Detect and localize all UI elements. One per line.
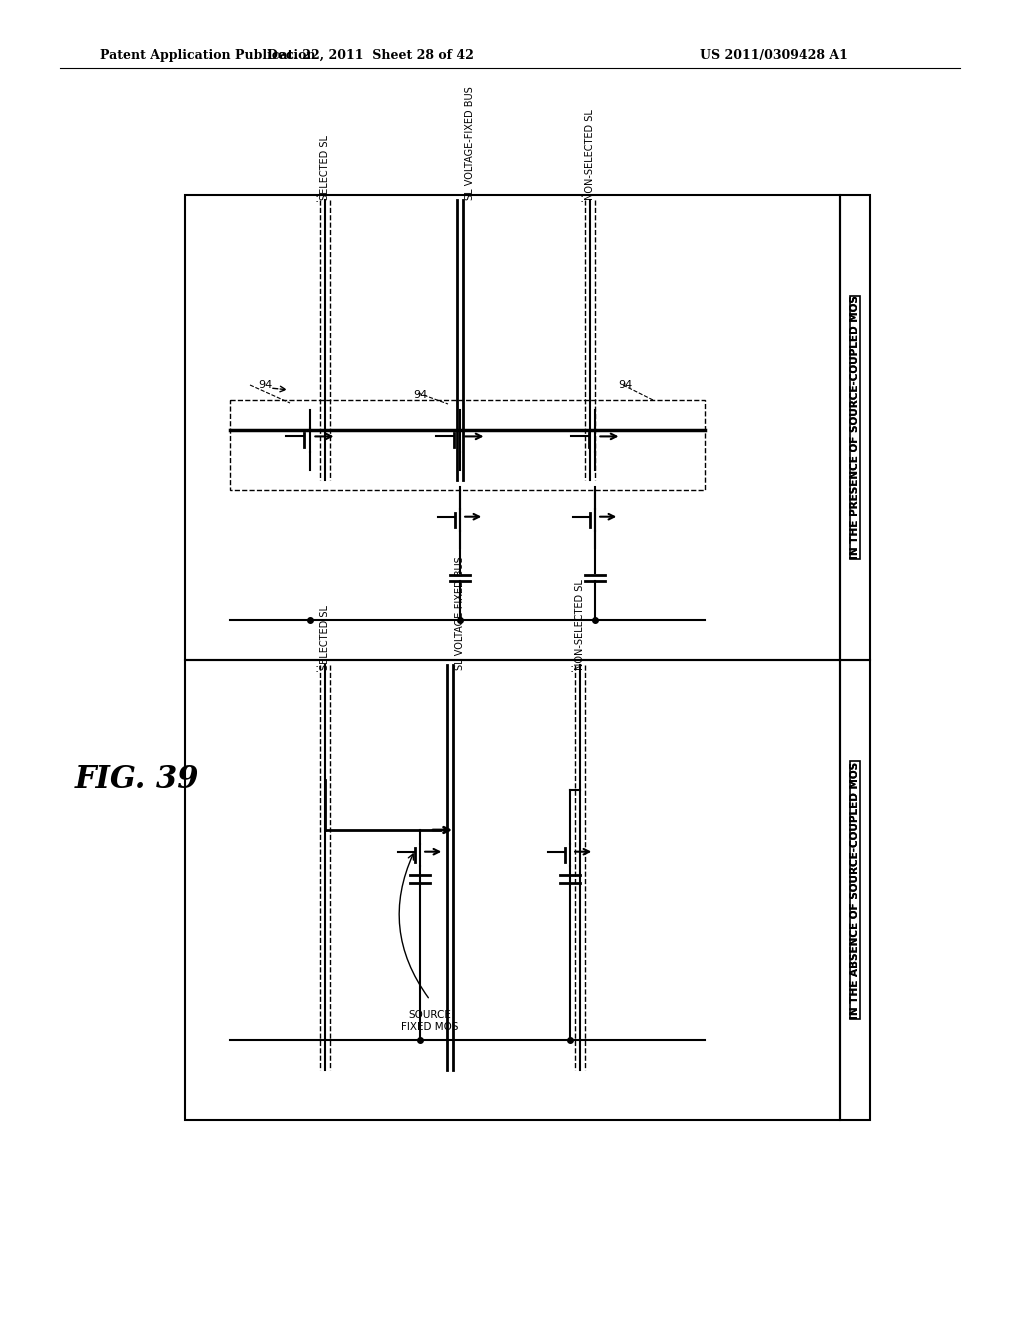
Text: 94: 94 [617, 380, 632, 389]
Text: :: : [580, 191, 584, 205]
Text: IN THE PRESENCE OF SOURCE-COUPLED MOS: IN THE PRESENCE OF SOURCE-COUPLED MOS [850, 296, 860, 560]
Text: :: : [314, 663, 319, 675]
Text: :: : [314, 191, 319, 205]
Text: Patent Application Publication: Patent Application Publication [100, 49, 315, 62]
Text: NON-SELECTED SL: NON-SELECTED SL [585, 110, 595, 201]
Text: IN THE ABSENCE OF SOURCE-COUPLED MOS: IN THE ABSENCE OF SOURCE-COUPLED MOS [850, 762, 860, 1019]
Text: FIG. 39: FIG. 39 [75, 764, 200, 796]
Text: US 2011/0309428 A1: US 2011/0309428 A1 [700, 49, 848, 62]
Text: IN THE PRESENCE OF SOURCE-COUPLED MOS: IN THE PRESENCE OF SOURCE-COUPLED MOS [850, 296, 860, 560]
Text: SL VOLTAGE-FIXED BUS: SL VOLTAGE-FIXED BUS [455, 556, 465, 671]
Text: SOURCE
FIXED MOS: SOURCE FIXED MOS [401, 1010, 459, 1032]
Text: SELECTED SL: SELECTED SL [319, 135, 330, 201]
Text: NON-SELECTED SL: NON-SELECTED SL [575, 579, 585, 671]
Text: IN THE ABSENCE OF SOURCE-COUPLED MOS: IN THE ABSENCE OF SOURCE-COUPLED MOS [850, 762, 860, 1019]
Text: Dec. 22, 2011  Sheet 28 of 42: Dec. 22, 2011 Sheet 28 of 42 [266, 49, 473, 62]
Text: SL VOLTAGE-FIXED BUS: SL VOLTAGE-FIXED BUS [465, 86, 475, 201]
Text: :: : [570, 663, 574, 675]
Text: 94: 94 [413, 389, 427, 400]
Text: 94: 94 [258, 380, 272, 389]
Text: SELECTED SL: SELECTED SL [319, 605, 330, 671]
